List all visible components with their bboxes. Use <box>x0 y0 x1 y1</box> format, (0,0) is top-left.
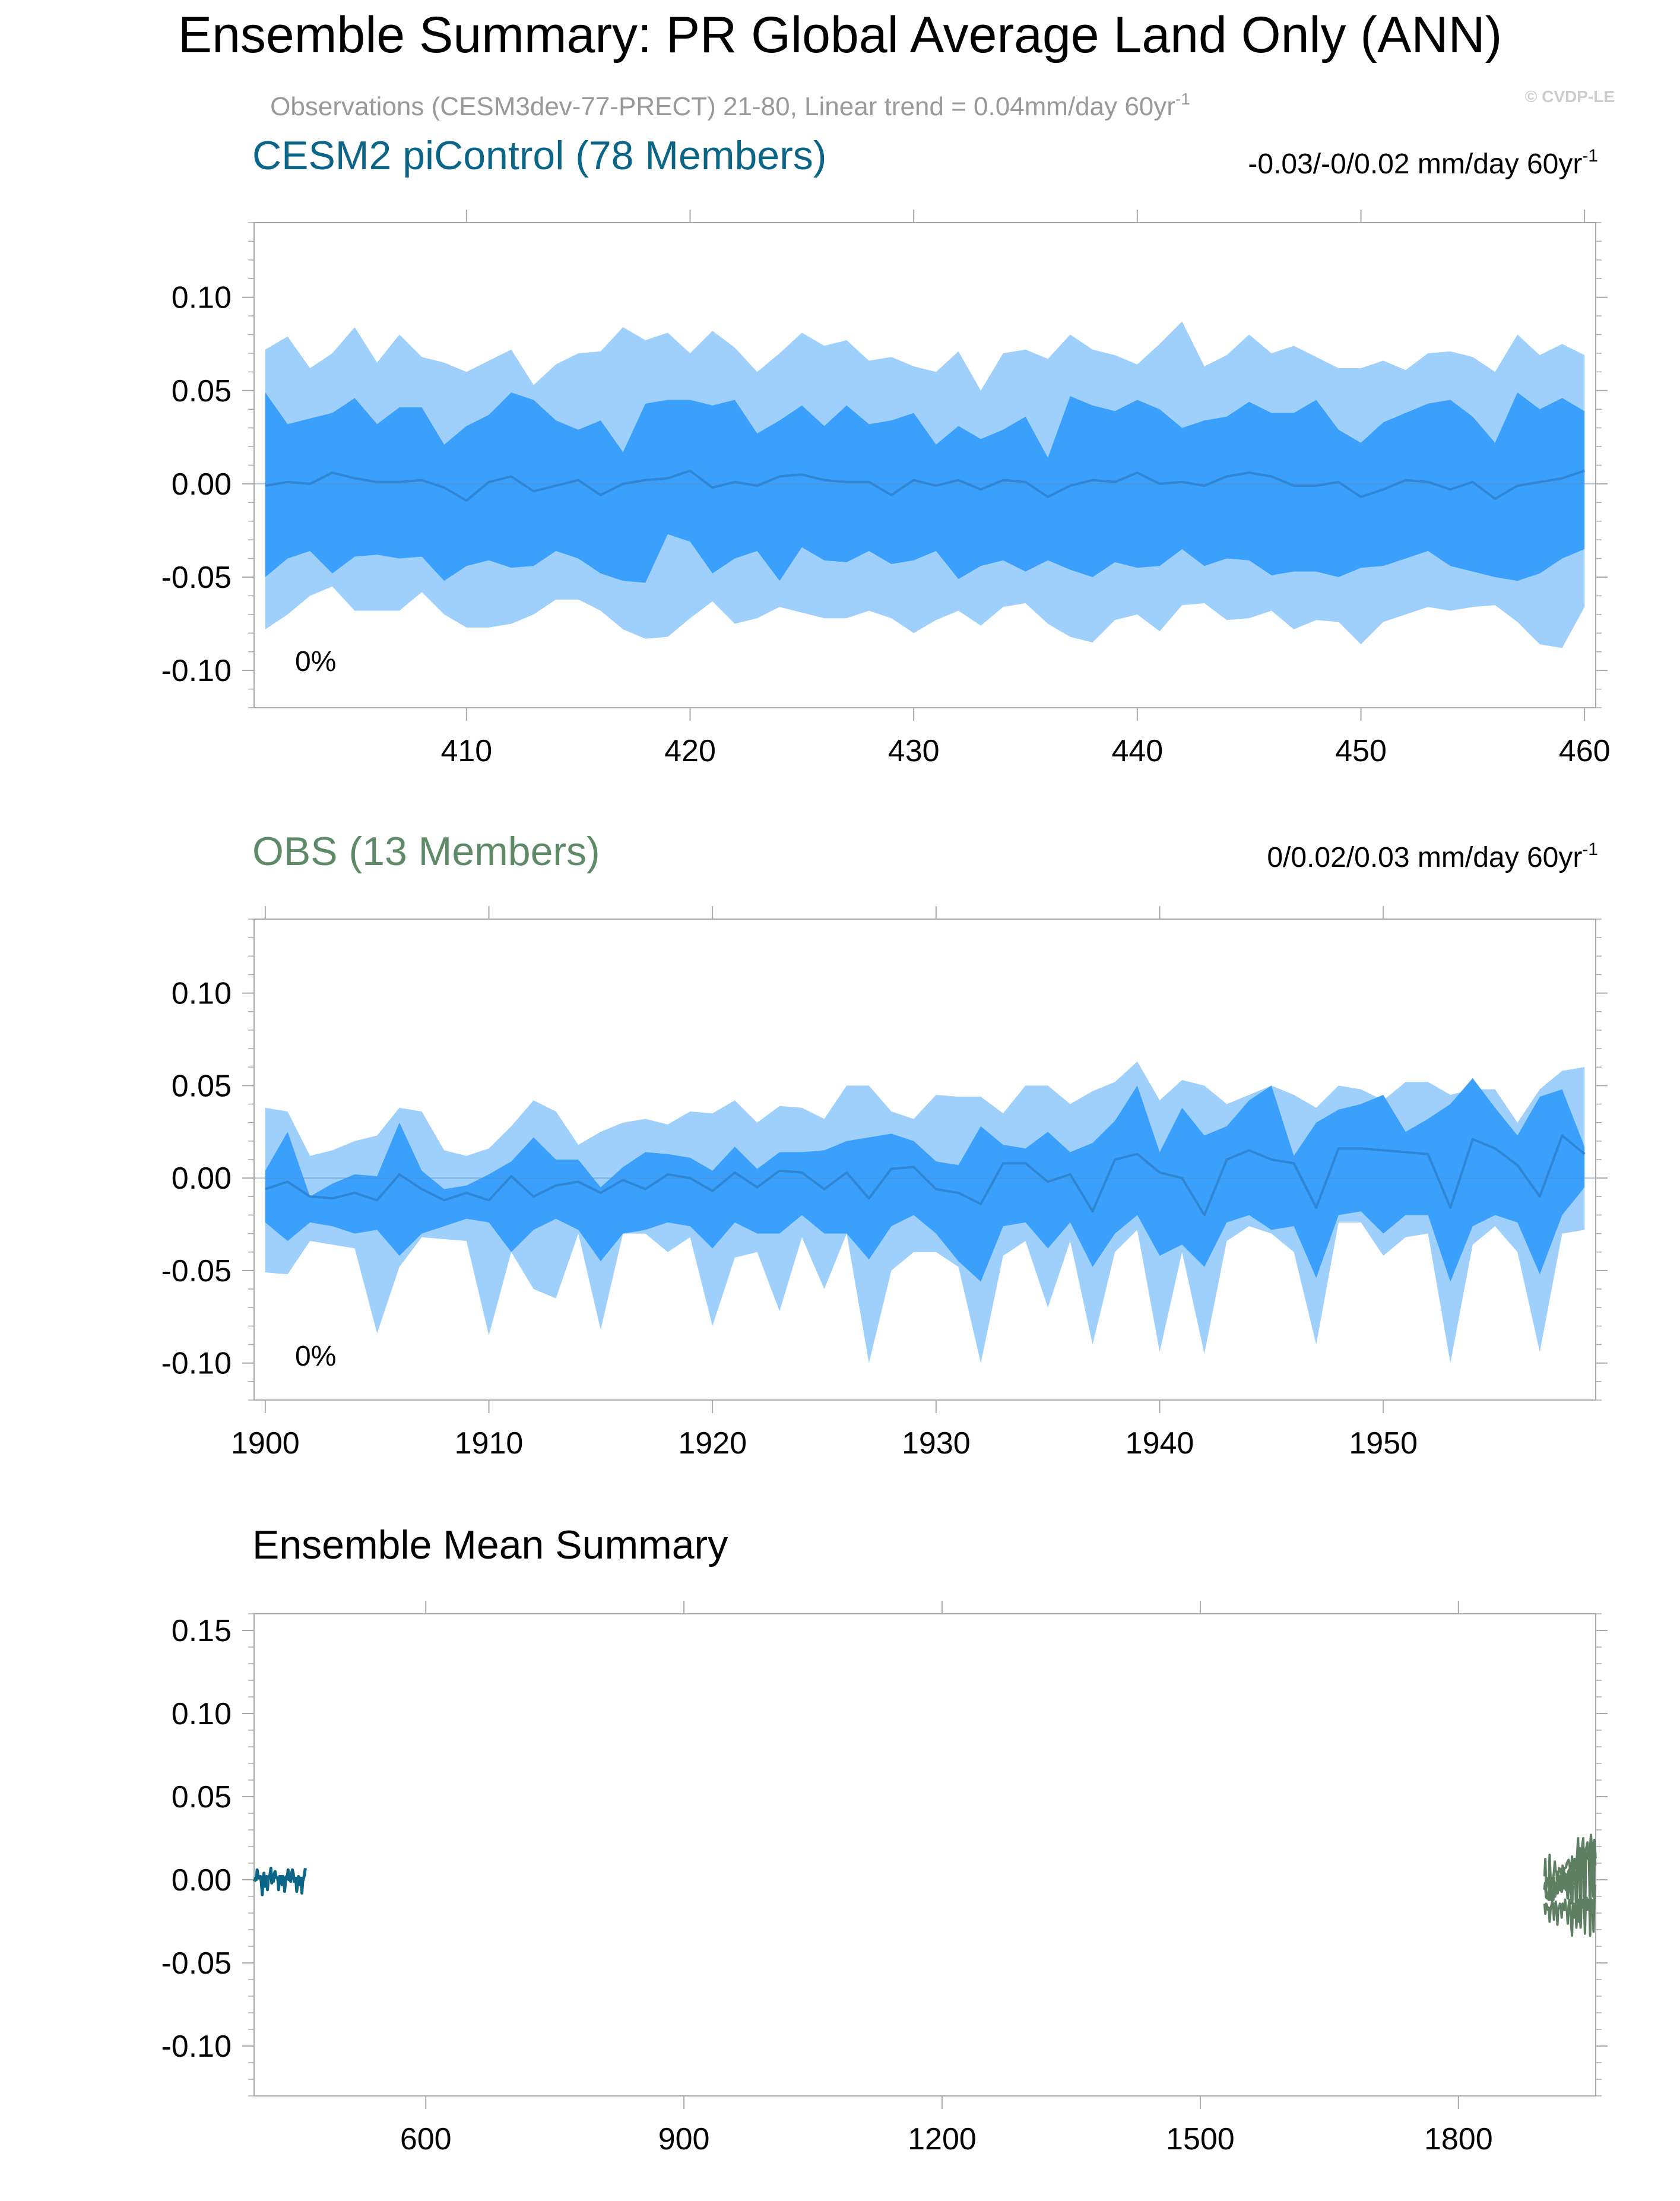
cesm-ytick-label: 0.00 <box>172 467 232 502</box>
cesm-xtick-label: 420 <box>664 734 716 768</box>
ensemble-xtick-label: 600 <box>400 2122 452 2156</box>
obs-xtick-label: 1940 <box>1126 1426 1194 1461</box>
obs-ytick-label: 0.10 <box>172 977 232 1011</box>
obs-ytick-label: 0.00 <box>172 1161 232 1196</box>
figure-title: Ensemble Summary: PR Global Average Land… <box>178 7 1503 64</box>
ensemble-ytick-label: 0.10 <box>172 1697 232 1731</box>
cesm-ensemble-mean-line <box>265 469 1585 502</box>
cesm-xtick-label: 450 <box>1335 734 1387 768</box>
obs-panel-title: OBS (13 Members) <box>252 829 600 874</box>
cesm-xtick-label: 440 <box>1111 734 1163 768</box>
obs-ytick-label: -0.10 <box>161 1347 232 1381</box>
obs-xtick-label: 1930 <box>902 1426 971 1461</box>
obs-ytick-label: 0.05 <box>172 1069 232 1103</box>
figure-subtitle: Observations (CESM3dev-77-PRECT) 21-80, … <box>270 90 1190 121</box>
ensemble-ytick-label: 0.00 <box>172 1863 232 1898</box>
copyright-label: © CVDP-LE <box>1525 87 1615 106</box>
ensemble-mean-panel-title: Ensemble Mean Summary <box>252 1522 728 1567</box>
obs-inner-spread-band <box>265 1078 1585 1282</box>
obs-member-lower-series <box>1543 1885 1597 1937</box>
ensemble-ytick-label: 0.05 <box>172 1780 232 1814</box>
cesm-inner-spread-band <box>265 392 1585 583</box>
cesm-ytick-label: 0.05 <box>172 374 232 408</box>
obs-xtick-label: 1920 <box>678 1426 747 1461</box>
cesm-ensemble-mean-series <box>253 1866 307 1896</box>
cesm-panel-title: CESM2 piControl (78 Members) <box>252 133 826 178</box>
ensemble-ytick-label: -0.10 <box>161 2029 232 2064</box>
cesm-ytick-label: -0.05 <box>161 560 232 595</box>
ensemble-ytick-label: 0.15 <box>172 1614 232 1648</box>
obs-ytick-label: -0.05 <box>161 1254 232 1288</box>
cesm-xtick-label: 460 <box>1559 734 1611 768</box>
ensemble-xtick-label: 900 <box>658 2122 710 2156</box>
ensemble-ytick-label: -0.05 <box>161 1946 232 1981</box>
cesm-xtick-label: 430 <box>888 734 940 768</box>
obs-xtick-label: 1900 <box>231 1426 300 1461</box>
obs-xtick-label: 1910 <box>455 1426 524 1461</box>
obs-percent-label: 0% <box>295 1341 336 1372</box>
ensemble-mean-panel: Ensemble Mean Summary 0.15 0.10 0.05 0.00 -0… <box>161 1522 1608 2156</box>
cesm-ytick-label: 0.10 <box>172 281 232 315</box>
obs-ensemble-mean-line <box>265 1134 1586 1217</box>
obs-ensemble-mean-series <box>1543 1840 1597 1915</box>
obs-xtick-label: 1950 <box>1349 1426 1418 1461</box>
cesm-percent-label: 0% <box>295 646 336 677</box>
obs-panel: OBS (13 Members) 0/0.02/0.03 mm/day 60yr… <box>161 829 1608 1461</box>
ensemble-xtick-label: 1500 <box>1166 2122 1235 2156</box>
cesm-xtick-label: 410 <box>440 734 492 768</box>
cesm-panel: CESM2 piControl (78 Members) -0.03/-0/0.… <box>161 133 1610 768</box>
ensemble-xtick-label: 1200 <box>908 2122 977 2156</box>
obs-trend-label: 0/0.02/0.03 mm/day 60yr-1 <box>1267 840 1598 873</box>
cesm-ytick-label: -0.10 <box>161 654 232 688</box>
cesm-trend-label: -0.03/-0/0.02 mm/day 60yr-1 <box>1248 146 1598 180</box>
ensemble-xtick-label: 1800 <box>1424 2122 1493 2156</box>
